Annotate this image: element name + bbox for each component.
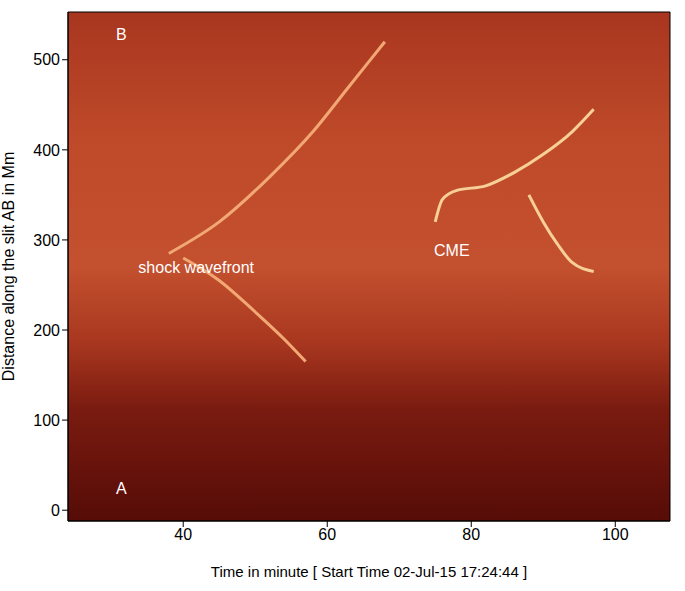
svg-text:500: 500 xyxy=(33,51,60,68)
svg-text:400: 400 xyxy=(33,142,60,159)
svg-text:40: 40 xyxy=(174,526,192,543)
svg-text:300: 300 xyxy=(33,232,60,249)
svg-text:Time in minute [ Start Time 02: Time in minute [ Start Time 02-Jul-15 17… xyxy=(211,563,527,580)
svg-text:shock wavefront: shock wavefront xyxy=(138,259,254,276)
svg-text:60: 60 xyxy=(318,526,336,543)
svg-text:0: 0 xyxy=(51,502,60,519)
svg-text:CME: CME xyxy=(434,242,470,259)
svg-text:80: 80 xyxy=(462,526,480,543)
svg-text:100: 100 xyxy=(33,412,60,429)
svg-text:Distance along the slit AB in: Distance along the slit AB in Mm xyxy=(0,152,17,381)
svg-text:200: 200 xyxy=(33,322,60,339)
svg-text:A: A xyxy=(116,480,127,497)
svg-text:100: 100 xyxy=(602,526,629,543)
svg-text:B: B xyxy=(116,26,127,43)
